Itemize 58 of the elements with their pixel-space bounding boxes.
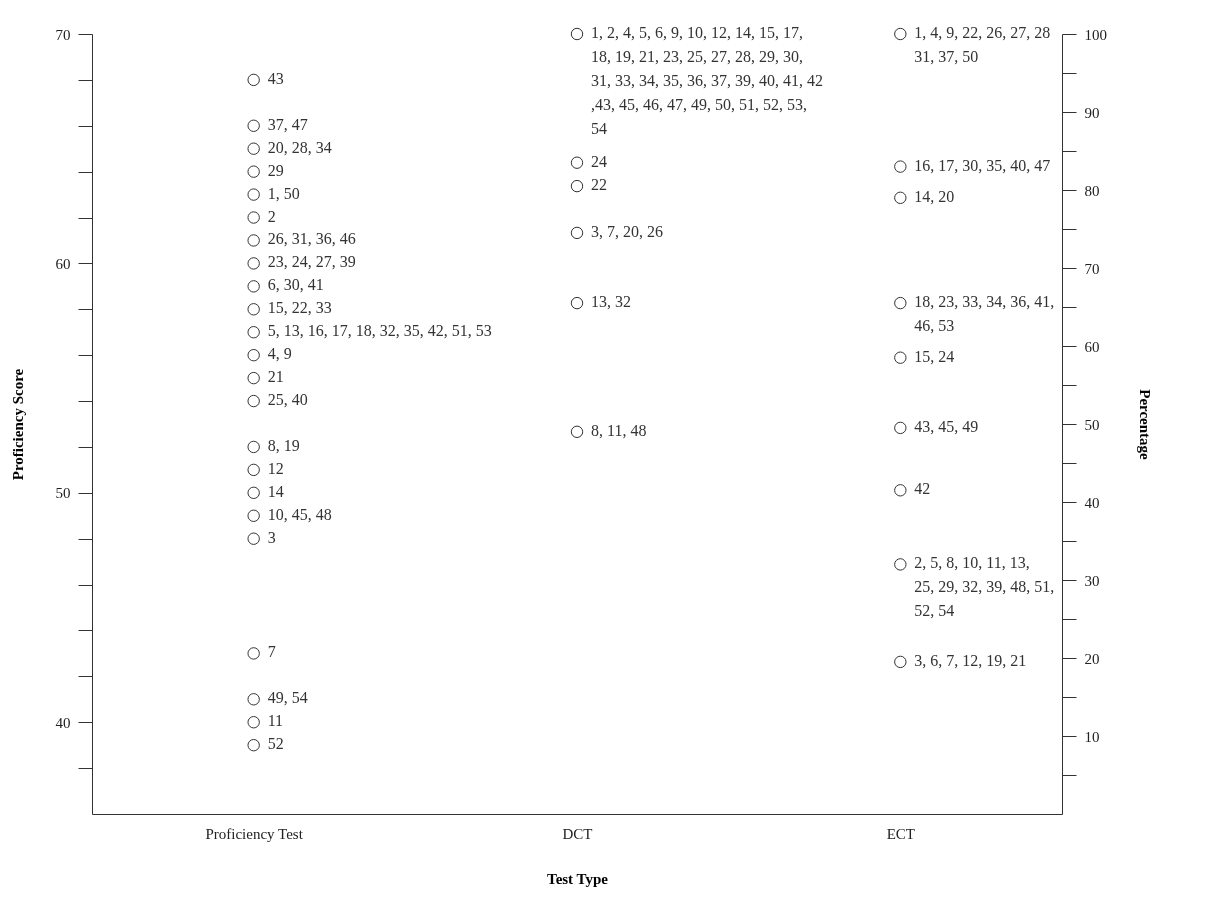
y2-tick-label: 50: [1084, 416, 1100, 433]
annotation: 20, 28, 34: [267, 138, 332, 156]
annotation: 43, 45, 49: [914, 417, 979, 435]
y-axis-title: Proficiency Score: [9, 368, 26, 481]
annotation: 52: [267, 735, 284, 753]
annotation: 12: [267, 459, 284, 477]
y2-tick-label: 70: [1084, 260, 1100, 277]
annotation: 1, 50: [267, 184, 300, 202]
annotation: 3, 6, 7, 12, 19, 21: [914, 651, 1027, 669]
annotation: 2: [267, 207, 276, 225]
annotation: 6, 30, 41: [267, 276, 324, 294]
y-tick-label: 40: [55, 714, 71, 731]
annotation: 25, 40: [267, 391, 308, 409]
annotation: 24: [591, 152, 607, 170]
annotation: 42: [914, 480, 931, 498]
annotation: 18, 23, 33, 34, 36, 41, 46, 53: [914, 293, 1055, 335]
y2-tick-label: 30: [1084, 572, 1100, 589]
annotation: 21: [267, 368, 284, 386]
annotation: 13, 32: [591, 293, 631, 311]
y2-axis-title: Percentage: [1137, 389, 1153, 461]
y2-tick-label: 10: [1084, 728, 1100, 745]
y2-tick-label: 100: [1084, 26, 1107, 43]
annotation: 23, 24, 27, 39: [267, 253, 356, 271]
annotation: 29: [267, 161, 284, 179]
y-tick-label: 50: [55, 485, 71, 502]
annotation: 5, 13, 16, 17, 18, 32, 35, 42, 51, 53: [267, 322, 492, 340]
annotation: 3, 7, 20, 26: [591, 222, 663, 240]
annotation: 8, 11, 48: [591, 421, 647, 439]
x-tick-label: DCT: [562, 825, 593, 842]
annotation: 7: [267, 643, 276, 661]
annotation: 43: [267, 69, 284, 87]
x-tick-label: Proficiency Test: [205, 825, 304, 842]
annotation: 10, 45, 48: [267, 505, 332, 523]
annotation: 2, 5, 8, 10, 11, 13, 25, 29, 32, 39, 48, 51, 52, 54: [914, 554, 1055, 620]
annotation: 11: [267, 712, 284, 730]
y-tick-label: 70: [55, 26, 71, 43]
annotation: 3: [267, 528, 276, 546]
annotation: 14, 20: [914, 187, 955, 205]
y2-tick-label: 60: [1084, 338, 1100, 355]
annotation: 15, 22, 33: [267, 299, 332, 317]
y2-tick-label: 40: [1084, 494, 1100, 511]
y2-tick-label: 80: [1084, 182, 1100, 199]
y-tick-label: 60: [55, 255, 71, 272]
annotation: 26, 31, 36, 46: [267, 230, 356, 248]
x-axis-title: Test Type: [547, 870, 609, 887]
x-tick-label: ECT: [886, 825, 916, 842]
annotation: 14: [267, 482, 284, 500]
annotation: 4, 9: [267, 345, 292, 363]
y2-tick-label: 90: [1084, 104, 1100, 121]
annotation: 1, 2, 4, 5, 6, 9, 10, 12, 14, 15, 17, 18, 19, 21, 23, 25, 27, 28, 29, 30, 31, 33, 34, 35, 36, 37, 39, 40, 41, 42 ,43, 45, 46, 47, 49, 50, 51, 52, 53, 54: [591, 24, 823, 137]
annotation: 22: [591, 176, 607, 194]
annotation: 8, 19: [267, 436, 300, 454]
y2-tick-label: 20: [1084, 650, 1100, 667]
annotation: 1, 4, 9, 22, 26, 27, 28 31, 37, 50: [914, 24, 1051, 65]
annotation: 49, 54: [267, 689, 308, 707]
annotation: 16, 17, 30, 35, 40, 47: [914, 156, 1051, 174]
annotation: 37, 47: [267, 115, 308, 133]
annotation: 15, 24: [914, 347, 955, 365]
